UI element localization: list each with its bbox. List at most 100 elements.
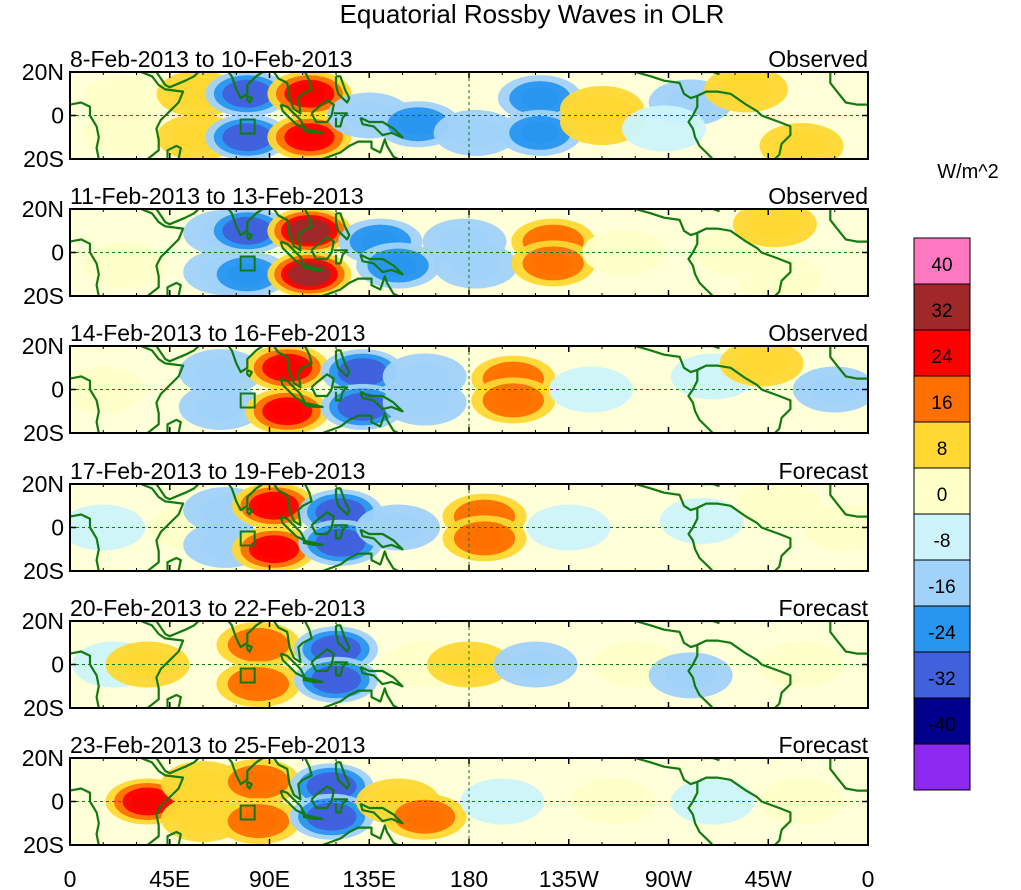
anomaly-contour [736, 349, 787, 378]
coastline [322, 138, 399, 159]
lon-tick-label: 180 [450, 866, 488, 890]
anomaly-blob [231, 484, 316, 529]
coastline [272, 484, 313, 527]
anomaly-contour [195, 358, 246, 387]
coastline [322, 275, 399, 296]
anomaly-contour [270, 401, 304, 421]
anomaly-contour [178, 804, 228, 833]
coastline [272, 758, 313, 801]
anomaly-blob [216, 661, 301, 708]
colorbar-label: 32 [931, 301, 952, 322]
coastline [147, 346, 200, 363]
coastline [246, 643, 253, 653]
anomaly-blob [737, 484, 822, 529]
region-box [239, 530, 256, 547]
anomaly-contour [83, 75, 168, 122]
anomaly-blob [83, 75, 168, 122]
anomaly-contour [292, 84, 326, 104]
panel-status: Forecast [779, 595, 869, 621]
lon-tick-label: 0 [862, 866, 875, 890]
panel-date-range: 14-Feb-2013 to 16-Feb-2013 [70, 320, 365, 346]
coastline [359, 253, 404, 276]
anomaly-contour [257, 539, 291, 559]
anomaly-contour [520, 87, 560, 110]
anomaly-blob [356, 242, 441, 289]
lat-tick-label: 20S [23, 832, 64, 858]
coastline [140, 346, 185, 433]
coastline [701, 484, 720, 488]
coastline [166, 830, 182, 845]
coastline [333, 249, 349, 265]
coastline [310, 511, 335, 536]
coastline [166, 556, 182, 571]
coastline [829, 621, 868, 655]
panel-status: Observed [768, 46, 868, 72]
lat-tick-label: 0 [51, 103, 64, 129]
anomaly-contour [319, 670, 353, 690]
anomaly-contour [131, 792, 165, 811]
panel-3: 20N 0 20S 14-Feb-2013 to 16-Feb-2013 Observe… [22, 320, 869, 446]
coastline [246, 368, 253, 378]
coastline [334, 487, 351, 516]
anomaly-contour [759, 778, 844, 825]
lat-tick-label: 0 [51, 515, 64, 541]
coastline [359, 116, 404, 139]
coastline [829, 484, 868, 518]
coastline [322, 412, 399, 433]
colorbar-label: 8 [937, 439, 948, 460]
anomaly-blob [245, 388, 330, 433]
anomaly-contour [737, 484, 822, 529]
anomaly-blob [105, 641, 190, 688]
lat-tick-label: 0 [51, 377, 64, 403]
colorbar-label: -24 [928, 623, 956, 644]
coastline [147, 484, 200, 501]
region-box [239, 255, 256, 272]
coastline [333, 798, 349, 814]
colorbar: 40 32 24 16 8 0 -8 -16 -24 -32 -40 [913, 237, 971, 791]
coastline [302, 127, 324, 134]
colorbar-label: -8 [934, 531, 951, 552]
coastline [322, 824, 399, 845]
lat-tick-label: 20S [23, 146, 64, 172]
anomaly-blob [737, 255, 822, 296]
coastline [687, 369, 714, 433]
coastline [687, 644, 714, 708]
region-box [239, 667, 256, 684]
lon-tick-label: 135W [539, 866, 599, 890]
coastline [334, 75, 351, 104]
anomaly-blob [205, 251, 290, 296]
colorbar-swatch [913, 743, 971, 791]
lon-tick-label: 90W [645, 866, 693, 890]
coastline [140, 209, 185, 296]
anomaly-blob [433, 242, 518, 289]
anomaly-blob [622, 105, 707, 152]
anomaly-blob [382, 379, 467, 426]
coastline [701, 209, 720, 213]
coastline [302, 264, 324, 271]
coastline [272, 72, 313, 115]
anomaly-blob [759, 641, 844, 688]
panel-date-range: 23-Feb-2013 to 25-Feb-2013 [70, 732, 365, 758]
anomaly-contour [759, 641, 844, 688]
colorbar-label: 16 [931, 393, 952, 414]
panel-2: 20N 0 20S 11-Feb-2013 to 13-Feb-2013 Observe… [22, 183, 869, 309]
anomaly-contour [346, 362, 380, 382]
anomaly-contour [510, 650, 561, 679]
coastline [359, 802, 404, 825]
anomaly-blob [548, 366, 633, 413]
region-box [239, 118, 256, 135]
anomaly-blob [471, 377, 556, 424]
anomaly-blob [704, 72, 789, 113]
panel-1: 20N 0 20S 8-Feb-2013 to 10-Feb-2013 Observed [22, 46, 869, 172]
anomaly-blob [267, 72, 352, 117]
anomaly-blob [356, 504, 441, 551]
region-box [239, 804, 256, 821]
anomaly-contour [270, 358, 304, 378]
colorbar-label: -32 [928, 669, 955, 690]
anomaly-blob [511, 240, 596, 287]
coastline [701, 346, 720, 350]
lon-tick-label: 45W [745, 866, 793, 890]
anomaly-contour [659, 497, 744, 544]
coastline [302, 676, 324, 683]
anomaly-blob [759, 778, 844, 825]
